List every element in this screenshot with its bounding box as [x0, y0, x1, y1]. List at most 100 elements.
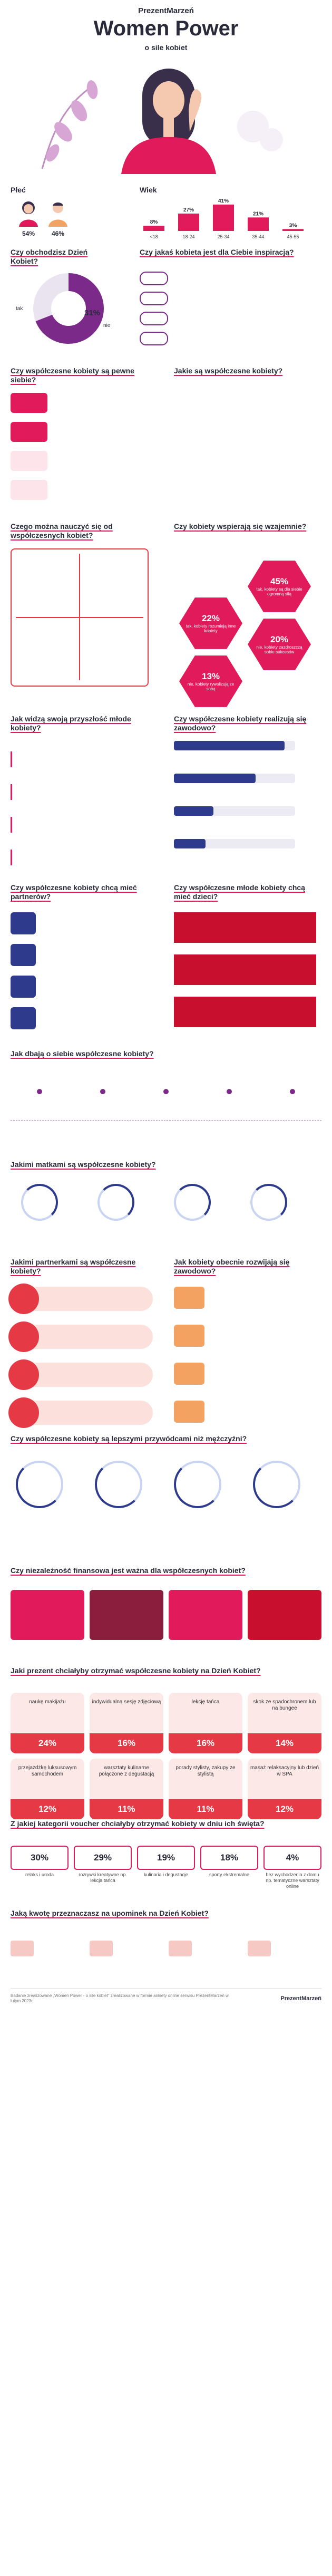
- q17-value: 11%: [90, 1799, 163, 1819]
- q18-voucher: 19% kulinaria i degustacje: [137, 1846, 195, 1878]
- q2-value: [140, 332, 168, 345]
- q1-no-label: nie: [103, 323, 111, 329]
- q11-dot: [37, 1089, 42, 1094]
- q1-title: Czy obchodzisz Dzień Kobiet?: [11, 248, 88, 265]
- age-bar: [143, 226, 164, 231]
- q10-row: [174, 912, 316, 943]
- q18-value: 19%: [137, 1846, 195, 1870]
- q16-title: Czy niezależność finansowa jest ważna dl…: [11, 1566, 246, 1575]
- q18-title: Z jakiej kategorii voucher chciałyby otr…: [11, 1819, 265, 1828]
- q9-value: [11, 1007, 36, 1029]
- q17-value: 16%: [90, 1733, 163, 1753]
- q14-title: Jak kobiety obecnie rozwijają się zawodo…: [174, 1258, 290, 1275]
- age-bar-value: 27%: [183, 207, 194, 213]
- q3-value: [11, 422, 47, 442]
- q7-marker: [11, 784, 12, 800]
- q8-bar-fill: [174, 774, 256, 783]
- q11-dot: [100, 1089, 105, 1094]
- q19-banknote: [11, 1941, 34, 1956]
- q6-value: 22%: [201, 613, 220, 623]
- q17-label: warsztaty kulinarne połączone z degustac…: [99, 1765, 154, 1777]
- q9-title: Czy współczesne kobiety chcą mieć partne…: [11, 883, 137, 901]
- q15-ring: [253, 1461, 300, 1508]
- q12-title: Jakimi matkami są współczesne kobiety?: [11, 1160, 156, 1169]
- q8-bar-fill: [174, 839, 206, 848]
- q5-grid: [11, 548, 149, 687]
- gender-title: Płeć: [11, 186, 26, 194]
- age-chart: 8% <18 27% 18-24 41% 25-34 21% 35-44 3% 45-55: [143, 198, 304, 239]
- q11-dot: [227, 1089, 232, 1094]
- q17-card: przejażdżkę luksusowym samochodem 12%: [11, 1759, 84, 1819]
- age-title: Wiek: [140, 186, 157, 194]
- q7-title: Jak widzą swoją przyszłość młode kobiety…: [11, 715, 131, 732]
- q11-divider: [11, 1120, 321, 1121]
- q9-value: [11, 944, 36, 966]
- q6-value: 13%: [201, 671, 220, 681]
- q18-label: rozrywki kreatywne np. lekcja tańca: [79, 1872, 127, 1883]
- q13-value: [8, 1359, 39, 1390]
- q15-ring: [95, 1461, 142, 1508]
- q15-ring: [174, 1461, 221, 1508]
- q6-title: Czy kobiety wspierają się wzajemnie?: [174, 522, 307, 530]
- q14-value: [174, 1363, 204, 1385]
- q7-marker: [11, 850, 12, 865]
- page-title: Women Power: [93, 17, 239, 40]
- q17-label: lekcję tańca: [191, 1699, 220, 1705]
- q17-label: masaż relaksacyjny lub dzień w SPA: [250, 1765, 319, 1777]
- q6-label: nie, kobiety rywalizują ze sobą: [187, 682, 235, 691]
- q16-card: [11, 1590, 84, 1640]
- q15-ring: [16, 1461, 63, 1508]
- q17-title: Jaki prezent chciałyby otrzymać współcze…: [11, 1666, 261, 1675]
- q19-title: Jaką kwotę przeznaczasz na upominek na D…: [11, 1909, 209, 1917]
- q12-ring: [250, 1184, 287, 1221]
- page-subtitle: o sile kobiet: [144, 43, 188, 52]
- q10-row: [174, 997, 316, 1027]
- q18-value: 4%: [263, 1846, 321, 1870]
- q12-ring: [21, 1184, 58, 1221]
- q14-value: [174, 1401, 204, 1423]
- q17-card: indywidualną sesję zdjęciową 16%: [90, 1693, 163, 1753]
- q17-card: naukę makijażu 24%: [11, 1693, 84, 1753]
- q8-title: Czy współczesne kobiety realizują się za…: [174, 715, 307, 732]
- q15-title: Czy współczesne kobiety są lepszymi przy…: [11, 1434, 247, 1443]
- q17-value: 14%: [248, 1733, 321, 1753]
- age-bar: [248, 217, 269, 231]
- footer-brand: PrezentMarzeń: [280, 1995, 321, 2002]
- man-icon: [48, 202, 67, 227]
- q17-value: 11%: [169, 1799, 242, 1819]
- age-bar-label: 25-34: [217, 234, 229, 239]
- q6-value: 45%: [270, 576, 289, 586]
- q18-value: 18%: [200, 1846, 258, 1870]
- q9-value: [11, 976, 36, 998]
- q6-value: 20%: [270, 634, 289, 644]
- q18-label: kulinaria i degustacje: [143, 1872, 189, 1877]
- q18-label: relaks i uroda: [25, 1872, 54, 1877]
- q2-value: [140, 292, 168, 305]
- q19-banknote: [90, 1941, 113, 1956]
- q7-marker: [11, 751, 12, 767]
- age-bar-label: <18: [150, 234, 158, 239]
- q17-label: skok ze spadochronem lub na bungee: [253, 1699, 316, 1711]
- q18-voucher: 29% rozrywki kreatywne np. lekcja tańca: [74, 1846, 132, 1884]
- q6-label: tak, kobiety są dla siebie ogromną siłą: [256, 587, 302, 596]
- q13-value: [8, 1397, 39, 1428]
- hero-illustration: [41, 69, 283, 174]
- brand-logo: PrezentMarzeń: [138, 6, 194, 15]
- women-percent: 54%: [22, 230, 35, 237]
- q16-card: [90, 1590, 163, 1640]
- age-bar: [213, 204, 234, 231]
- q18-voucher: 30% relaks i uroda: [11, 1846, 69, 1878]
- q2-title: Czy jakaś kobieta jest dla Ciebie inspir…: [140, 248, 294, 256]
- q17-card: skok ze spadochronem lub na bungee 14%: [248, 1693, 321, 1753]
- woman-icon: [19, 201, 38, 227]
- q18-label: bez wychodzenia z domu np. tematyczne wa…: [266, 1872, 319, 1889]
- q6-hex: 20% nie, kobiety zazdroszczą sobie sukces…: [248, 619, 311, 670]
- q17-label: porady stylisty, zakupy ze stylistą: [175, 1765, 236, 1777]
- q6-label: nie, kobiety zazdroszczą sobie sukcesów: [256, 645, 302, 654]
- age-bar: [178, 214, 199, 231]
- q17-card: masaż relaksacyjny lub dzień w SPA 12%: [248, 1759, 321, 1819]
- q5-title: Czego można nauczyć się od współczesnych…: [11, 522, 113, 539]
- q8-bar-fill: [174, 806, 213, 816]
- q3-value: [11, 451, 47, 471]
- men-percent: 46%: [51, 230, 65, 237]
